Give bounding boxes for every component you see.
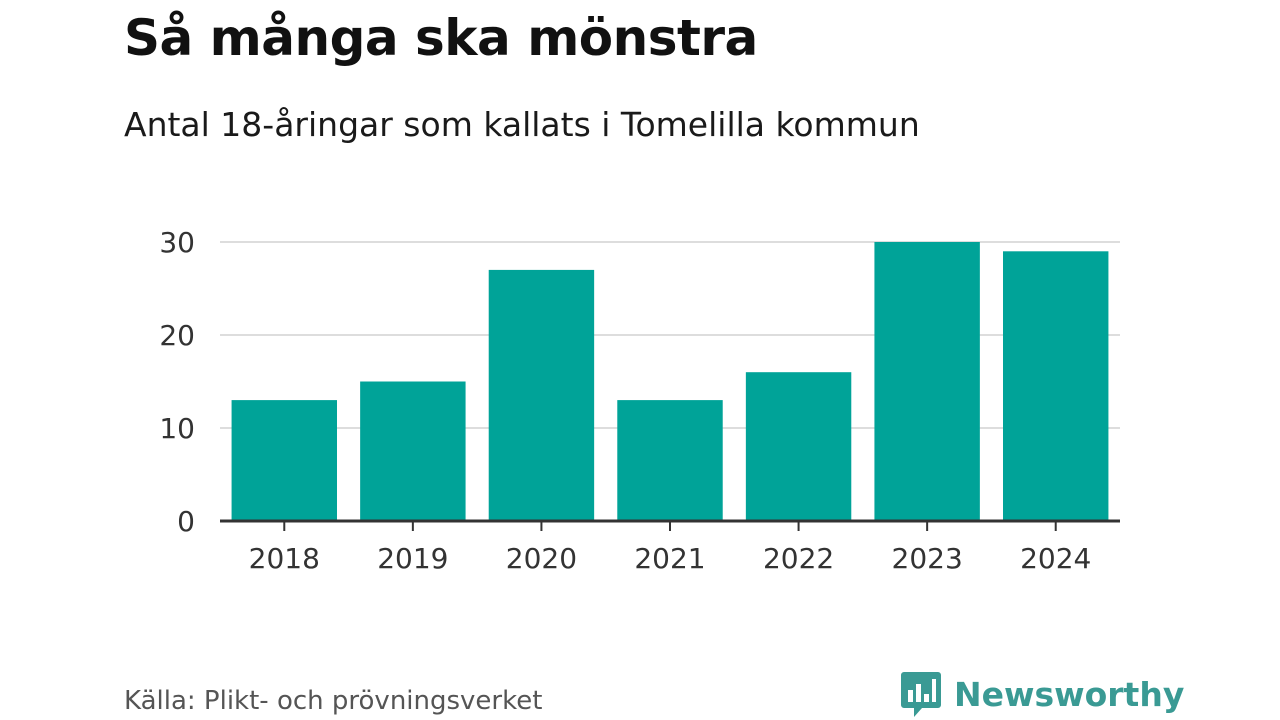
source-note: Källa: Plikt- och prövningsverket: [124, 686, 543, 716]
bar-2019: [360, 381, 466, 521]
bar-2023: [874, 242, 980, 521]
x-tick-label: 2023: [892, 542, 963, 575]
x-tick-label: 2024: [1020, 542, 1091, 575]
y-tick-label: 20: [159, 319, 195, 352]
chart-title: Så många ska mönstra: [124, 9, 758, 67]
brand-logo: Newsworthy: [900, 670, 1184, 718]
y-tick-label: 0: [177, 505, 195, 538]
x-tick-label: 2020: [506, 542, 577, 575]
bar-chart-logo-icon: [901, 672, 941, 717]
axes: 0 10 20 30 2018 2019 2020 2021 2022 2023 2024: [159, 226, 1120, 575]
x-tick-label: 2018: [249, 542, 320, 575]
y-tick-label: 10: [159, 412, 195, 445]
bar-2024: [1003, 251, 1109, 522]
brand-name: Newsworthy: [954, 674, 1185, 714]
bar-2022: [745, 372, 852, 521]
bar-2021: [617, 400, 723, 521]
chart-subtitle: Antal 18-åringar som kallats i Tomelilla…: [124, 105, 920, 144]
bar-2018: [231, 400, 337, 521]
bar-2020: [488, 269, 595, 521]
y-tick-label: 30: [159, 226, 195, 259]
x-tick-label: 2022: [763, 542, 834, 575]
x-tick-label: 2021: [634, 542, 705, 575]
bars: [231, 242, 1109, 522]
x-tick-label: 2019: [377, 542, 448, 575]
